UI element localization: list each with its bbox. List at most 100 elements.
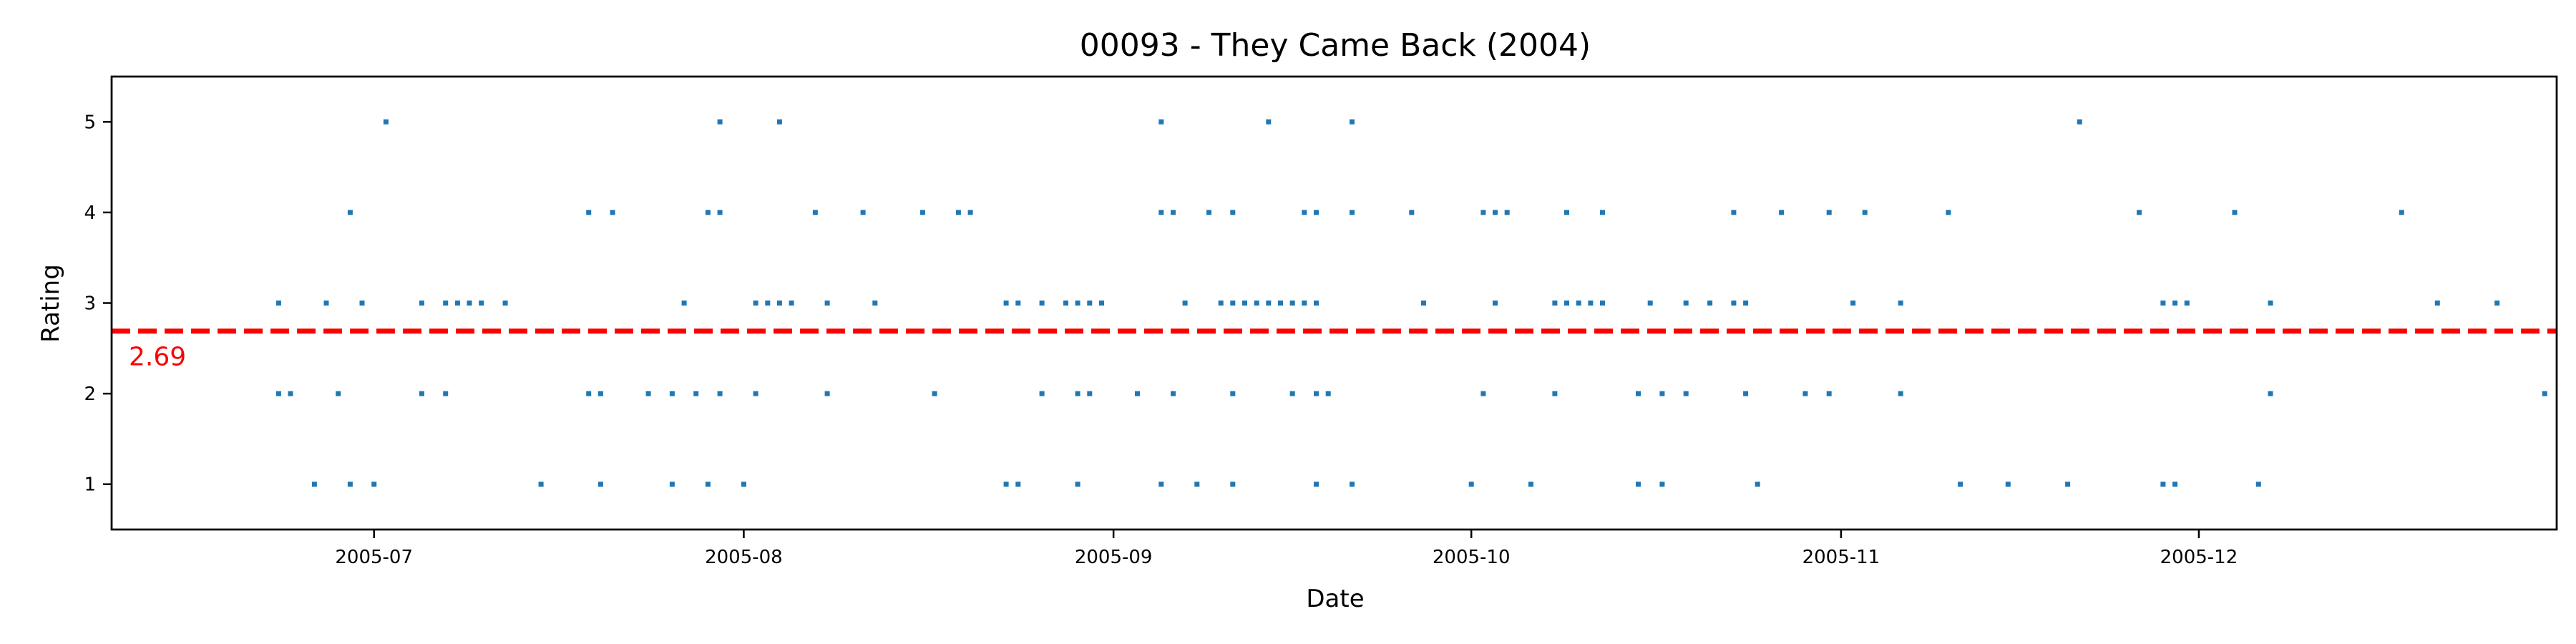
data-point — [1194, 482, 1200, 487]
data-point — [610, 210, 615, 215]
data-point — [275, 391, 281, 396]
x-tick-label: 2005-08 — [705, 547, 783, 568]
data-point — [1552, 301, 1558, 306]
data-point — [2434, 301, 2440, 306]
data-point — [1826, 391, 1832, 396]
data-point — [2160, 482, 2166, 487]
data-point — [1755, 482, 1760, 487]
data-point — [419, 301, 424, 306]
data-point — [824, 391, 830, 396]
x-tick-label: 2005-09 — [1075, 547, 1153, 568]
data-point — [1802, 391, 1808, 396]
data-point — [1242, 301, 1247, 306]
data-point — [919, 210, 925, 215]
data-point — [2172, 482, 2178, 487]
data-point — [1182, 301, 1188, 306]
data-point — [359, 301, 365, 306]
mean-label: 2.69 — [129, 343, 186, 372]
data-point — [1826, 210, 1832, 215]
data-point — [2268, 391, 2273, 396]
x-tick-label: 2005-11 — [1802, 547, 1880, 568]
data-point — [1230, 301, 1236, 306]
data-point — [1289, 391, 1295, 396]
data-point — [1266, 119, 1272, 125]
data-point — [336, 391, 341, 396]
data-point — [1218, 301, 1224, 306]
data-point — [765, 301, 771, 306]
data-point — [1600, 210, 1605, 215]
data-point — [1206, 210, 1211, 215]
data-point — [776, 119, 782, 125]
data-point — [1063, 301, 1068, 306]
data-point — [1039, 391, 1045, 396]
data-point — [2137, 210, 2142, 215]
data-point — [288, 391, 293, 396]
data-point — [347, 210, 353, 215]
data-point — [1158, 119, 1164, 125]
data-point — [1659, 482, 1665, 487]
data-point — [2494, 301, 2500, 306]
data-point — [586, 210, 592, 215]
data-point — [275, 301, 281, 306]
data-point — [1659, 391, 1665, 396]
y-axis-ticks: 1 2 3 4 5 — [84, 112, 112, 496]
data-point — [872, 301, 878, 306]
data-point — [1493, 210, 1498, 215]
data-point — [1636, 482, 1641, 487]
data-point — [347, 482, 353, 487]
data-point — [323, 301, 329, 306]
data-point — [1946, 210, 1951, 215]
y-axis-title: Rating — [36, 264, 65, 343]
data-point — [1743, 301, 1749, 306]
data-point — [967, 210, 973, 215]
x-axis-ticks: 2005-07 2005-08 2005-09 2005-10 2005-11 2005-… — [335, 530, 2238, 568]
data-point — [454, 301, 460, 306]
data-point — [1350, 210, 1355, 215]
data-point — [1230, 391, 1236, 396]
data-point — [1075, 482, 1080, 487]
data-point — [1493, 301, 1498, 306]
data-point — [2005, 482, 2011, 487]
x-tick-label: 2005-12 — [2160, 547, 2238, 568]
data-points — [275, 119, 2547, 487]
data-point — [2542, 391, 2547, 396]
data-point — [467, 301, 472, 306]
x-tick-label: 2005-07 — [335, 547, 413, 568]
data-point — [1075, 301, 1080, 306]
data-point — [669, 482, 675, 487]
data-point — [1099, 301, 1104, 306]
data-point — [1314, 301, 1319, 306]
data-point — [1898, 301, 1903, 306]
data-point — [443, 301, 449, 306]
data-point — [1564, 301, 1569, 306]
data-point — [1171, 210, 1176, 215]
data-point — [1552, 391, 1558, 396]
data-point — [383, 119, 389, 125]
data-point — [1958, 482, 1963, 487]
data-point — [1158, 482, 1164, 487]
x-tick-label: 2005-10 — [1433, 547, 1511, 568]
data-point — [1564, 210, 1569, 215]
y-tick-label: 3 — [84, 293, 96, 315]
plot-frame — [110, 75, 2558, 531]
data-point — [1683, 301, 1689, 306]
data-point — [1135, 391, 1140, 396]
data-point — [1278, 301, 1283, 306]
data-point — [1314, 391, 1319, 396]
data-point — [789, 301, 794, 306]
data-point — [717, 391, 723, 396]
data-point — [1314, 482, 1319, 487]
data-point — [1230, 482, 1236, 487]
data-point — [1289, 301, 1295, 306]
data-point — [1707, 301, 1713, 306]
data-point — [479, 301, 484, 306]
data-point — [1254, 301, 1259, 306]
data-point — [741, 482, 746, 487]
data-point — [586, 391, 592, 396]
data-point — [860, 210, 866, 215]
data-point — [1480, 391, 1486, 396]
data-point — [1468, 482, 1474, 487]
data-point — [1576, 301, 1581, 306]
data-point — [705, 482, 711, 487]
